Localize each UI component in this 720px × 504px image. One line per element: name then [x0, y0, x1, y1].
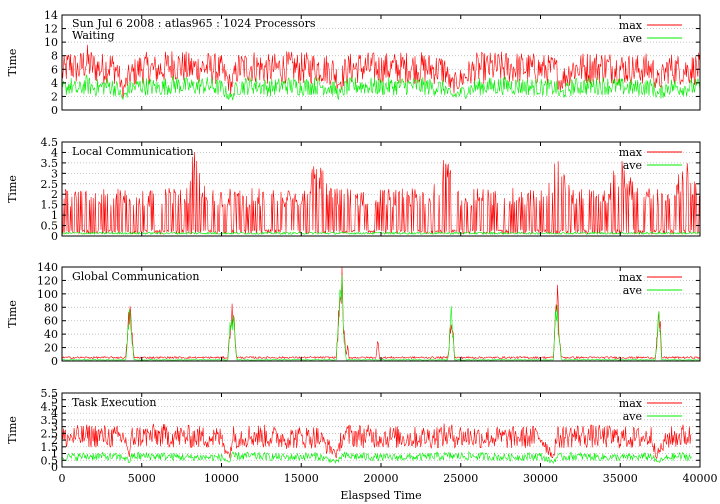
y-tick-label: 12 [44, 23, 58, 36]
series-line-ave [61, 74, 701, 101]
y-tick-label: 2 [51, 434, 58, 447]
chart-header: Sun Jul 6 2008 : atlas965 : 1024 Process… [72, 17, 316, 30]
y-tick-label: 4.5 [41, 400, 59, 413]
legend-label-ave: ave [623, 159, 642, 172]
x-tick-label: 30000 [523, 472, 558, 485]
legend-label-max: max [619, 397, 643, 410]
legend: max ave [619, 146, 682, 172]
panel-local-communication: 00.511.522.533.544.5 Time Local Communic… [6, 136, 701, 243]
legend-label-max: max [619, 271, 643, 284]
y-tick-label: 0.5 [41, 454, 59, 467]
y-tick-label: 1.5 [41, 199, 59, 212]
x-tick-label: 35000 [603, 472, 638, 485]
y-tick-label: 3.5 [41, 157, 59, 170]
y-tick-label: 0 [51, 461, 58, 474]
y-axis-label: Time [6, 175, 19, 203]
x-tick-label: 10000 [204, 472, 239, 485]
y-tick-label: 20 [44, 342, 58, 355]
y-tick-label: 5 [51, 394, 58, 407]
x-tick-label: 40000 [683, 472, 718, 485]
x-axis-ticks [61, 15, 701, 110]
gridlines [62, 280, 700, 348]
y-tick-label: 3.5 [41, 414, 59, 427]
panel-title: Waiting [72, 29, 115, 42]
series-line-max [61, 151, 701, 236]
legend-label-max: max [619, 146, 643, 159]
y-tick-label: 140 [37, 261, 58, 274]
panel-title: Task Execution [72, 396, 156, 409]
y-tick-label: 3 [51, 167, 58, 180]
series-line-ave [61, 450, 692, 464]
y-tick-label: 0 [51, 355, 58, 368]
x-axis-ticks: 0 5000 10000 15000 20000 25000 30000 35000 40000 [59, 393, 718, 485]
legend-label-max: max [619, 19, 643, 32]
y-tick-label: 0 [51, 230, 58, 243]
y-tick-label: 14 [44, 9, 58, 22]
y-tick-label: 3 [51, 421, 58, 434]
y-tick-label: 80 [44, 301, 58, 314]
y-tick-label: 4 [51, 407, 58, 420]
y-tick-label: 5.5 [41, 387, 59, 400]
y-tick-label: 60 [44, 315, 58, 328]
y-tick-label: 8 [51, 50, 58, 63]
x-axis-ticks [61, 142, 701, 236]
x-tick-label: 15000 [284, 472, 319, 485]
y-tick-label: 4 [51, 146, 58, 159]
series-lines [61, 423, 692, 464]
x-tick-label: 20000 [364, 472, 399, 485]
y-tick-label: 0.5 [41, 220, 59, 233]
y-axis-label: Time [6, 49, 19, 77]
y-tick-label: 1 [51, 448, 58, 461]
y-tick-label: 0 [51, 104, 58, 117]
y-tick-label: 120 [37, 274, 58, 287]
y-tick-label: 2.5 [41, 427, 59, 440]
y-tick-label: 1 [51, 209, 58, 222]
y-axis-label: Time [6, 300, 19, 328]
panel-title: Global Communication [72, 270, 200, 283]
y-tick-label: 2 [51, 188, 58, 201]
x-axis-ticks [61, 267, 701, 361]
y-tick-label: 4 [51, 77, 58, 90]
x-tick-label: 0 [59, 472, 66, 485]
y-tick-label: 6 [51, 63, 58, 76]
y-tick-label: 10 [44, 36, 58, 49]
panel-title: Local Communication [72, 145, 194, 158]
legend-label-ave: ave [623, 284, 642, 297]
series-line-max [61, 44, 701, 99]
legend: max ave [619, 19, 682, 45]
series-lines [61, 151, 701, 236]
legend-label-ave: ave [623, 410, 642, 423]
x-tick-label: 5000 [128, 472, 156, 485]
y-axis-label: Time [6, 416, 19, 444]
legend: max ave [619, 271, 682, 297]
y-tick-label: 2.5 [41, 178, 59, 191]
x-tick-label: 25000 [443, 472, 478, 485]
y-tick-label: 4.5 [41, 136, 59, 149]
x-axis-label: Elaspsed Time [340, 489, 421, 502]
series-lines [61, 44, 701, 101]
y-tick-label: 2 [51, 90, 58, 103]
panel-task-execution: 00.511.522.533.544.555.5 0 5000 10000 15000… [6, 387, 718, 485]
y-axis-ticks: 00.511.522.533.544.5 [41, 136, 700, 243]
series-line-max [61, 423, 692, 460]
y-tick-label: 100 [37, 288, 58, 301]
gridlines [62, 399, 700, 461]
legend-label-ave: ave [623, 32, 642, 45]
y-tick-label: 1.5 [41, 441, 59, 454]
y-axis-ticks: 00.511.522.533.544.555.5 [41, 387, 700, 474]
y-tick-label: 40 [44, 328, 58, 341]
legend: max ave [619, 397, 682, 423]
